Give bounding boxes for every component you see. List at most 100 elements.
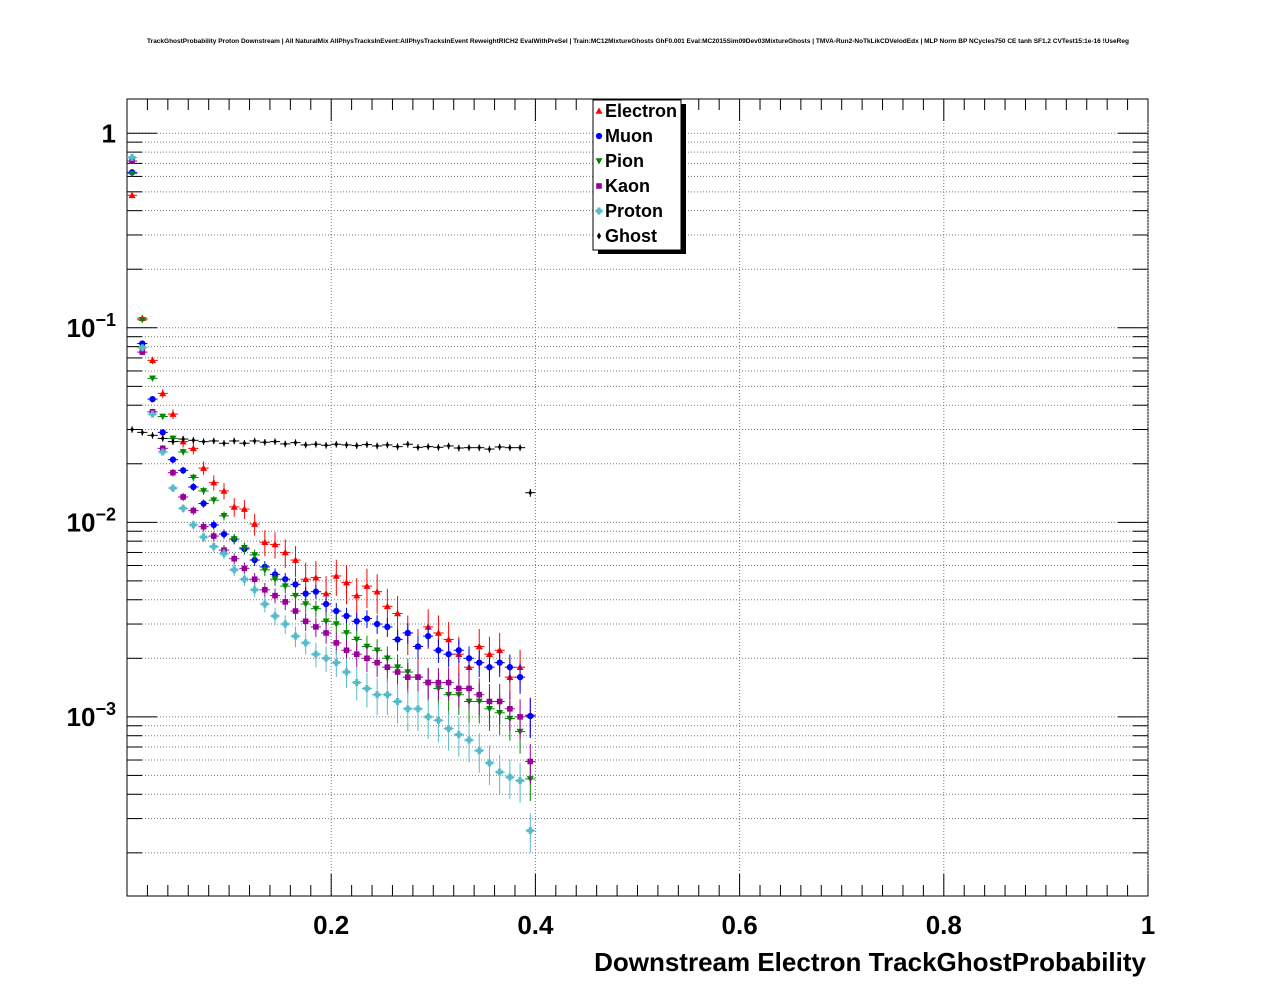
data-point xyxy=(517,714,523,720)
data-point xyxy=(149,395,156,403)
data-point xyxy=(128,154,136,162)
data-point xyxy=(312,588,320,595)
data-point xyxy=(445,651,452,658)
data-point xyxy=(324,442,328,449)
data-point xyxy=(169,456,177,463)
data-point xyxy=(241,565,248,572)
data-point xyxy=(130,426,134,433)
data-point xyxy=(332,621,340,628)
data-point xyxy=(526,827,534,835)
data-point xyxy=(189,474,197,481)
data-point xyxy=(252,437,257,444)
data-point xyxy=(434,716,442,724)
data-point xyxy=(353,618,360,625)
data-point xyxy=(384,664,391,671)
data-point xyxy=(302,618,309,625)
data-point xyxy=(527,712,534,720)
data-point xyxy=(343,612,350,620)
data-point xyxy=(518,444,522,451)
data-point xyxy=(200,464,208,471)
data-point xyxy=(159,448,167,456)
x-axis-label: Downstream Electron TrackGhostProbabilit… xyxy=(594,947,1146,977)
data-point xyxy=(272,592,278,599)
x-tick-label: 0.6 xyxy=(722,910,758,940)
legend-marker-pion xyxy=(595,158,603,165)
data-point xyxy=(353,592,361,599)
data-point xyxy=(465,736,473,744)
data-point xyxy=(210,497,218,504)
data-point xyxy=(222,440,226,447)
data-point xyxy=(486,664,493,671)
legend-label-muon: Muon xyxy=(605,126,653,146)
data-point xyxy=(343,668,351,676)
data-point xyxy=(169,410,177,417)
series-proton xyxy=(127,154,536,853)
data-point xyxy=(395,443,400,450)
data-point xyxy=(496,659,503,666)
data-point xyxy=(128,170,136,178)
data-point xyxy=(220,530,228,538)
y-tick-label: 10−1 xyxy=(67,310,116,343)
data-point xyxy=(159,445,166,452)
data-point xyxy=(281,583,289,590)
data-point xyxy=(353,679,361,687)
data-point xyxy=(314,441,318,448)
data-point xyxy=(302,601,310,608)
data-point xyxy=(383,691,391,699)
data-point xyxy=(527,758,534,765)
data-point xyxy=(149,375,157,382)
data-point xyxy=(261,567,269,574)
data-point xyxy=(230,566,238,574)
data-point xyxy=(332,659,340,667)
data-point xyxy=(476,659,483,666)
data-point xyxy=(445,635,453,643)
data-point xyxy=(455,731,463,739)
data-point xyxy=(506,664,514,671)
data-point xyxy=(322,590,330,597)
data-point xyxy=(475,747,483,755)
data-point xyxy=(466,685,472,692)
data-point xyxy=(312,650,320,658)
data-point xyxy=(210,543,218,551)
data-point xyxy=(363,615,371,622)
data-point xyxy=(242,440,247,447)
data-point xyxy=(425,632,432,640)
data-point xyxy=(220,487,228,494)
data-point xyxy=(457,445,461,452)
data-point xyxy=(364,655,370,662)
data-point xyxy=(467,444,471,451)
data-point xyxy=(487,446,492,453)
data-point xyxy=(150,432,155,439)
data-point xyxy=(373,691,381,699)
data-point xyxy=(180,494,186,500)
data-point xyxy=(363,582,371,589)
data-point xyxy=(281,548,289,556)
legend-marker-proton xyxy=(595,207,603,215)
data-point xyxy=(169,484,177,492)
data-point xyxy=(200,500,207,507)
data-point xyxy=(383,602,391,610)
x-tick-label: 0.8 xyxy=(926,910,962,940)
data-point xyxy=(170,469,176,476)
data-point xyxy=(160,435,165,442)
data-point xyxy=(475,642,483,650)
data-point xyxy=(240,505,248,512)
data-point xyxy=(415,674,421,680)
data-point xyxy=(365,441,369,448)
data-point xyxy=(231,555,238,562)
data-point xyxy=(190,483,197,491)
data-point xyxy=(210,533,217,539)
data-point xyxy=(394,636,401,643)
data-point xyxy=(516,777,524,785)
data-point xyxy=(334,441,339,448)
data-point xyxy=(485,759,493,767)
series-ghost xyxy=(127,426,536,497)
data-point xyxy=(292,581,299,588)
y-tick-label: 1 xyxy=(102,118,116,148)
data-point xyxy=(179,449,187,456)
legend-label-kaon: Kaon xyxy=(605,176,650,196)
legend-label-pion: Pion xyxy=(605,151,644,171)
data-point xyxy=(271,612,279,620)
data-point xyxy=(240,575,248,583)
